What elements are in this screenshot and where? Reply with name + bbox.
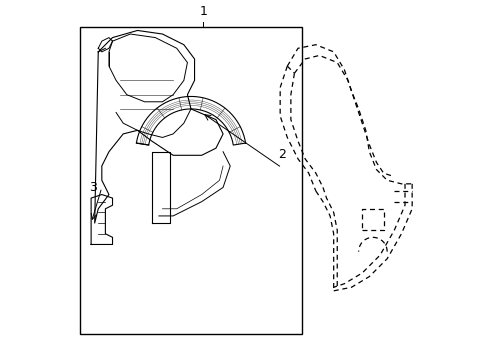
Text: 1: 1 <box>199 5 207 18</box>
Text: 2: 2 <box>278 148 285 161</box>
Bar <box>80 27 301 334</box>
Text: 3: 3 <box>88 181 96 194</box>
